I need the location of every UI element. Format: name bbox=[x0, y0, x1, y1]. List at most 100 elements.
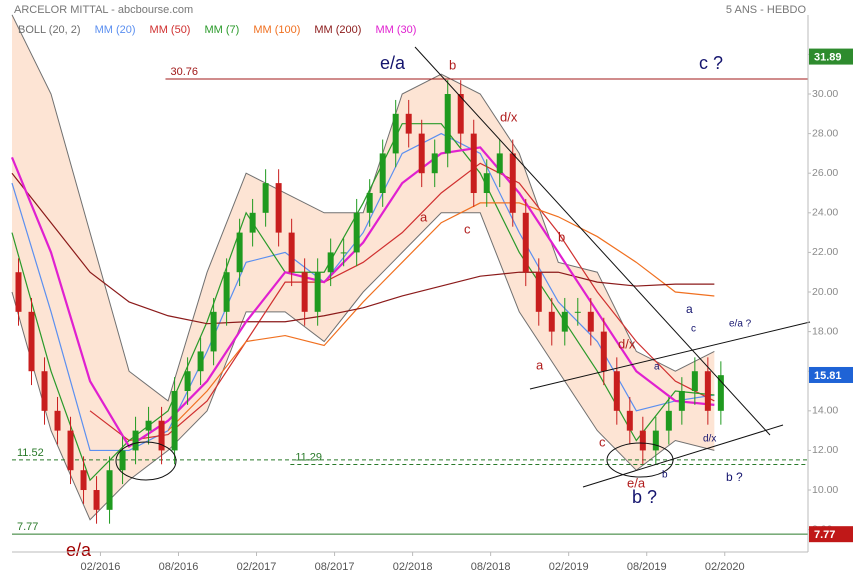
x-tick-label: 02/2020 bbox=[705, 561, 745, 573]
x-tick-label: 08/2016 bbox=[159, 561, 199, 573]
annotation: b bbox=[662, 470, 668, 481]
annotation: e/a bbox=[627, 475, 646, 490]
annotation: b ? bbox=[632, 487, 657, 507]
legend-entry: MM (200) bbox=[314, 24, 361, 36]
candle-body bbox=[522, 212, 529, 273]
candle-body bbox=[418, 133, 425, 174]
y-tick-label: 28.00 bbox=[812, 127, 838, 139]
candle-body bbox=[535, 272, 542, 312]
trendline bbox=[582, 424, 784, 488]
candle-body bbox=[145, 420, 152, 431]
y-tick-label: 18.00 bbox=[812, 325, 838, 337]
level-label: 30.76 bbox=[170, 66, 198, 78]
annotation: a bbox=[536, 357, 544, 372]
price-badge-label: 15.81 bbox=[814, 370, 842, 382]
candle-body bbox=[652, 430, 659, 451]
candle-body bbox=[80, 470, 87, 491]
candle-body bbox=[236, 232, 243, 273]
trendline bbox=[414, 46, 771, 436]
annotation: e/a ? bbox=[729, 319, 752, 330]
y-axis: 8.0010.0012.0014.0016.0018.0020.0022.002… bbox=[12, 15, 853, 573]
candle-body bbox=[366, 193, 373, 213]
candle-body bbox=[275, 183, 282, 233]
y-tick-label: 20.00 bbox=[812, 286, 838, 298]
legend: BOLL (20, 2) MM (20) MM (50) MM (7) MM (100)… bbox=[18, 24, 416, 36]
candle-body bbox=[132, 430, 139, 451]
candle-body bbox=[665, 410, 672, 431]
annotation: e/a bbox=[380, 53, 406, 73]
ellipse-marker bbox=[115, 441, 177, 481]
y-tick-label: 30.00 bbox=[812, 88, 838, 100]
candle-body bbox=[93, 490, 100, 510]
x-tick-label: 02/2018 bbox=[393, 561, 433, 573]
candle-body bbox=[210, 311, 217, 352]
candle-body bbox=[67, 430, 74, 471]
annotation: b ? bbox=[726, 470, 743, 484]
legend-entry: MM (30) bbox=[375, 24, 416, 36]
y-tick-label: 14.00 bbox=[812, 405, 838, 417]
candle-body bbox=[54, 410, 61, 431]
x-tick-label: 08/2017 bbox=[315, 561, 355, 573]
candle-body bbox=[15, 272, 22, 312]
level-label: 7.77 bbox=[17, 521, 38, 533]
candle-body bbox=[678, 391, 685, 411]
annotation: d/x bbox=[500, 109, 518, 124]
legend-entry: MM (7) bbox=[204, 24, 239, 36]
chart-subtitle: 5 ANS - HEBDO bbox=[726, 4, 807, 16]
candle-body bbox=[249, 212, 256, 233]
legend-entry: MM (50) bbox=[150, 24, 191, 36]
candle-body bbox=[301, 272, 308, 312]
annotation: c bbox=[691, 324, 696, 335]
candle-body bbox=[691, 371, 698, 392]
candle-body bbox=[353, 212, 360, 253]
y-tick-label: 26.00 bbox=[812, 167, 838, 179]
price-badge bbox=[809, 48, 853, 65]
annotation: c bbox=[464, 221, 471, 236]
candle-body bbox=[314, 272, 321, 312]
annotation: b bbox=[449, 57, 456, 72]
candle-body bbox=[509, 153, 516, 213]
candle-body bbox=[327, 252, 334, 273]
price-badge bbox=[809, 366, 853, 383]
candle-body bbox=[288, 232, 295, 273]
level-label: 11.52 bbox=[17, 447, 44, 459]
candle-body bbox=[587, 311, 594, 332]
x-tick-label: 08/2019 bbox=[627, 561, 667, 573]
candle-body bbox=[717, 375, 724, 411]
annotation: a bbox=[654, 362, 660, 373]
candle-body bbox=[613, 371, 620, 411]
x-tick-label: 02/2019 bbox=[549, 561, 589, 573]
candle-body bbox=[184, 371, 191, 392]
annotation: a bbox=[420, 209, 428, 224]
candle-body bbox=[392, 113, 399, 154]
x-tick-label: 02/2016 bbox=[81, 561, 121, 573]
candle-body bbox=[548, 311, 555, 332]
candle-body bbox=[704, 371, 711, 411]
candle-body bbox=[444, 94, 451, 154]
moving-average bbox=[167, 202, 715, 432]
annotations: e/a b c ? d/x a c b a c e/a ? d/x a a c … bbox=[66, 53, 752, 560]
y-tick-label: 24.00 bbox=[812, 207, 838, 219]
y-tick-label: 10.00 bbox=[812, 484, 838, 496]
candle-body bbox=[483, 173, 490, 194]
candle-body bbox=[223, 272, 230, 312]
legend-entry: MM (100) bbox=[253, 24, 300, 36]
annotation: d/x bbox=[618, 336, 636, 351]
annotation: b bbox=[558, 229, 565, 244]
candle-body bbox=[171, 391, 178, 451]
candle-body bbox=[496, 153, 503, 174]
candle-body bbox=[470, 133, 477, 194]
candle-body bbox=[600, 331, 607, 372]
bollinger-line bbox=[11, 14, 715, 402]
candle-body bbox=[639, 430, 646, 451]
legend-entry: MM (20) bbox=[95, 24, 136, 36]
candle-body bbox=[574, 311, 581, 313]
candle-body bbox=[561, 311, 568, 332]
candle-body bbox=[106, 470, 113, 510]
candle-body bbox=[379, 153, 386, 194]
trendlines bbox=[115, 46, 811, 488]
candle-body bbox=[28, 311, 35, 372]
plot-area: 30.76 11.52 11.29 7.77 bbox=[10, 14, 808, 535]
level-label: 11.29 bbox=[295, 451, 322, 463]
